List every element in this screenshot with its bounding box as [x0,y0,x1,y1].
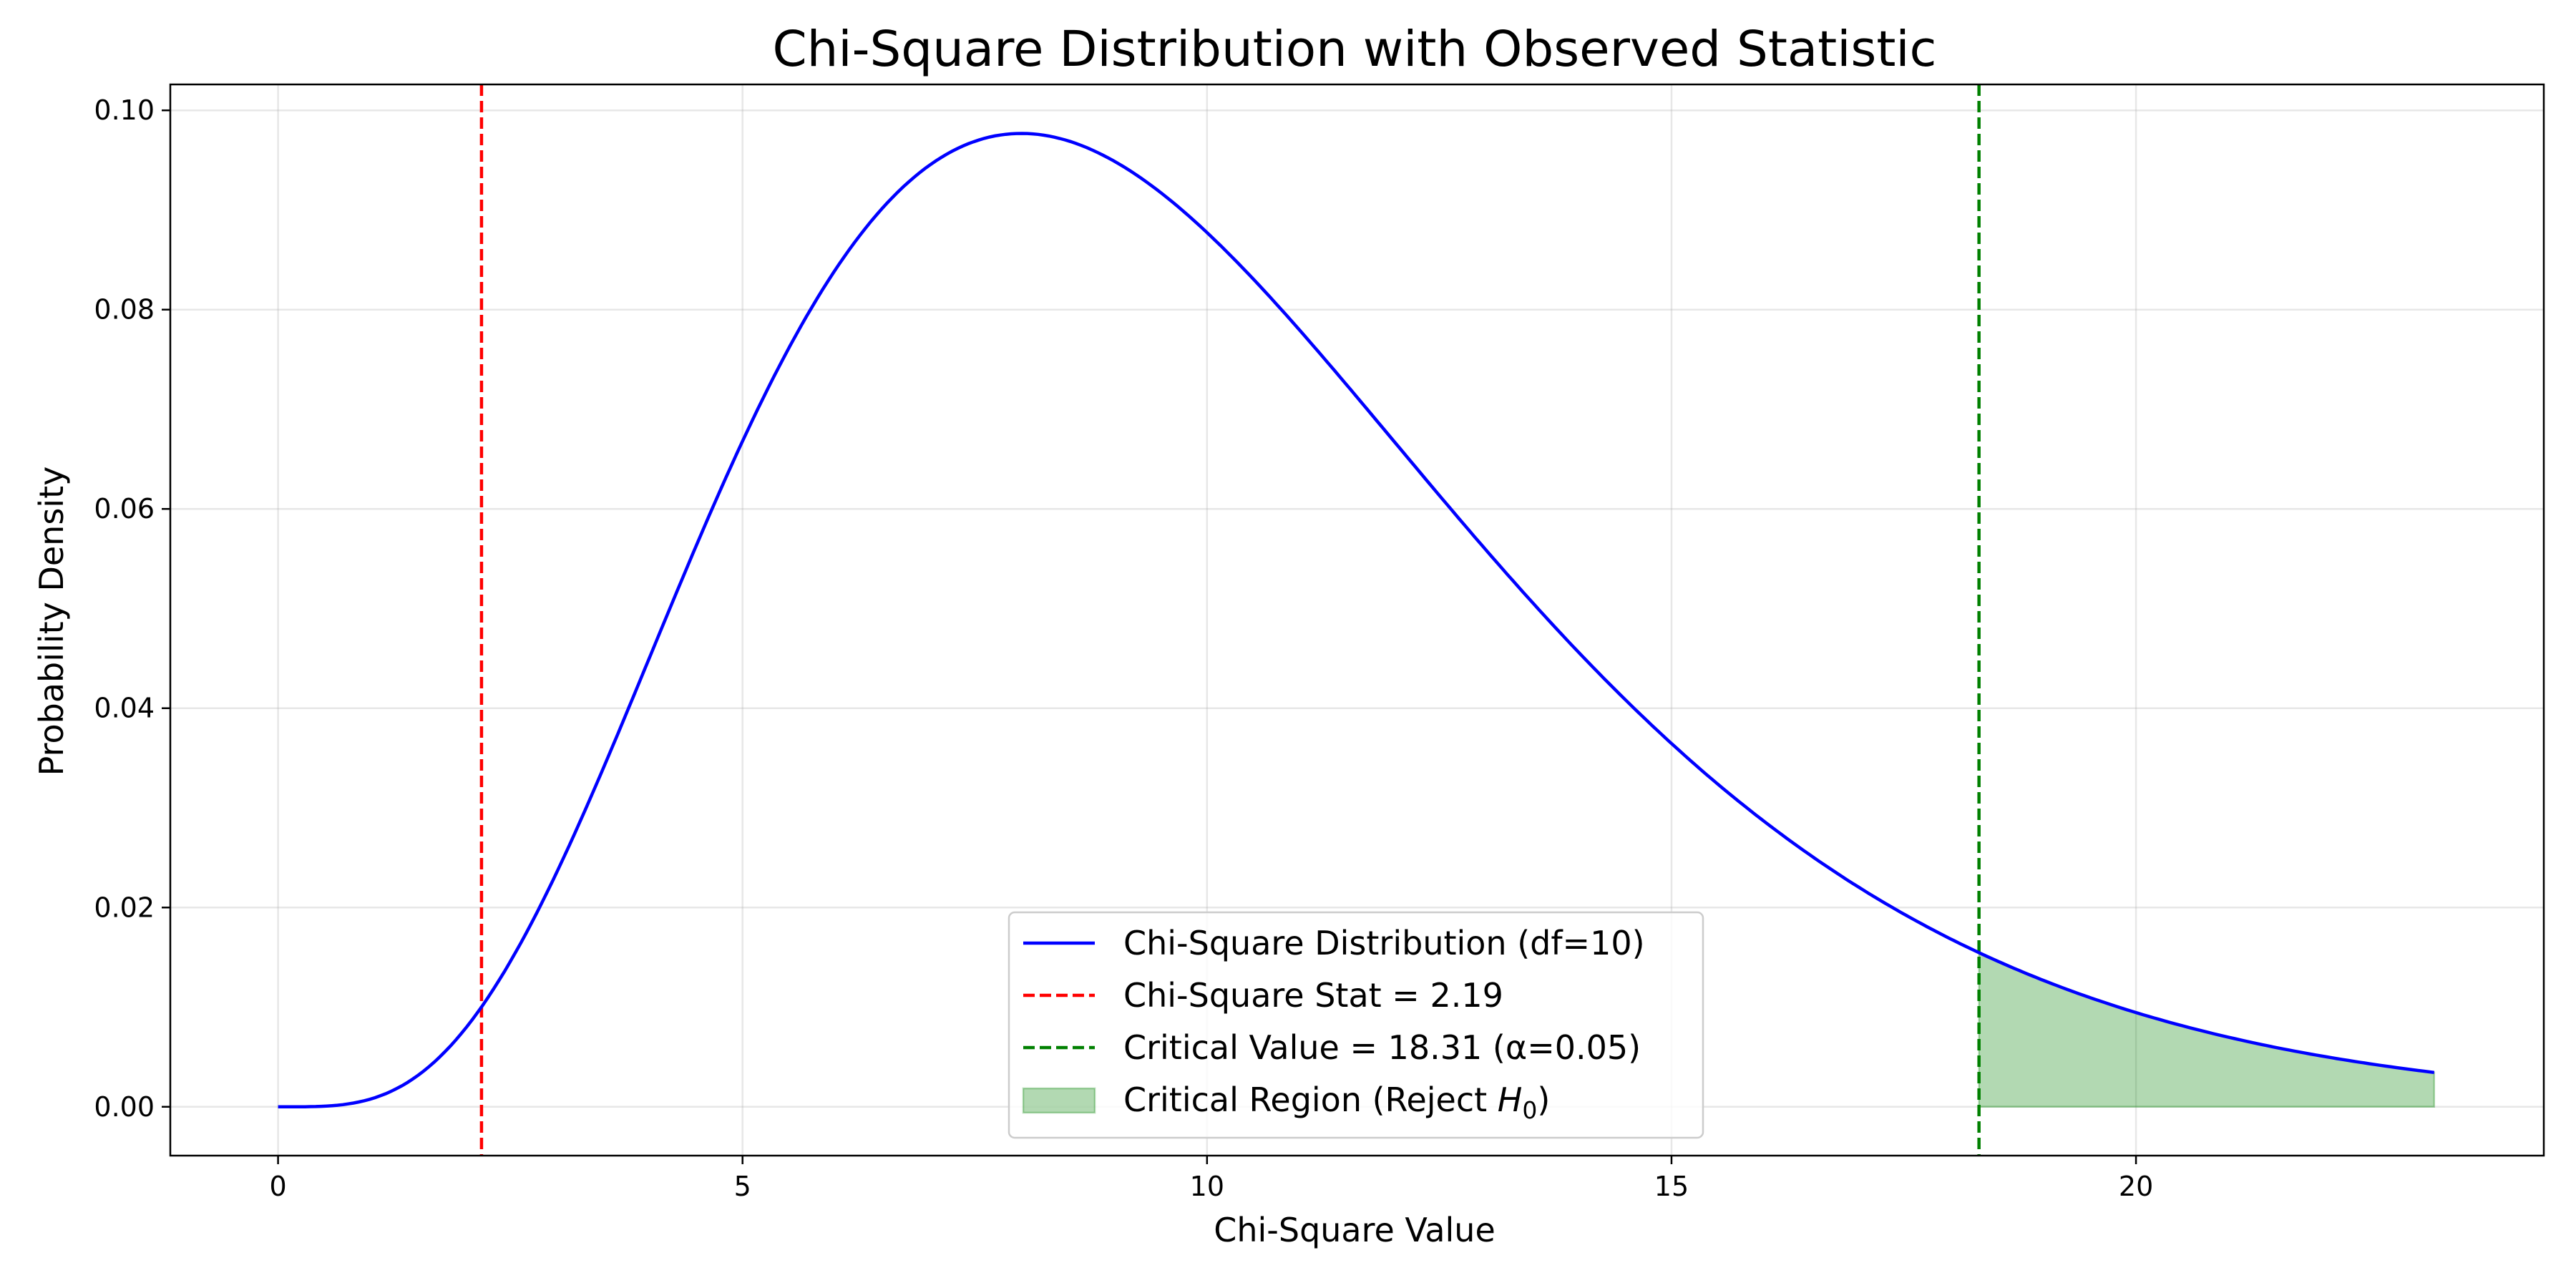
x-tick-label: 5 [734,1171,751,1202]
y-tick-label: 0.06 [94,493,155,525]
y-tick-label: 0.02 [94,892,155,923]
y-tick-label: 0.00 [94,1091,155,1123]
legend-box [1008,911,1704,1139]
x-axis-label: Chi-Square Value [1214,1211,1496,1249]
legend-swatch [1022,1087,1096,1114]
y-axis-label: Probability Density [32,467,71,776]
y-tick-label: 0.04 [94,693,155,724]
legend-entry-label: Critical Region (Reject H0) [1123,1080,1550,1124]
x-tick-label: 20 [2119,1171,2153,1202]
plot-frame [169,83,2545,1157]
legend-entry-label: Critical Value = 18.31 (α=0.05) [1123,1028,1641,1067]
legend: Chi-Square Distribution (df=10) Chi-Squar… [1008,911,1704,1139]
x-tick-label: 0 [270,1171,287,1202]
x-tick-label: 10 [1190,1171,1224,1202]
y-tick-label: 0.08 [94,294,155,326]
legend-entry-label: Chi-Square Stat = 2.19 [1123,976,1503,1015]
grid-lines [170,84,2544,1156]
plot-area [278,84,2436,1156]
x-axis: 0 5 10 15 20 [270,1156,2153,1202]
distribution-curve [278,132,2435,1109]
x-tick-label: 15 [1654,1171,1689,1202]
chart-title: Chi-Square Distribution with Observed St… [773,21,1937,78]
y-tick-label: 0.10 [94,94,155,126]
y-axis: 0.00 0.02 0.04 0.06 0.08 0.10 [94,94,170,1123]
legend-entry-label: Chi-Square Distribution (df=10) [1123,924,1645,962]
